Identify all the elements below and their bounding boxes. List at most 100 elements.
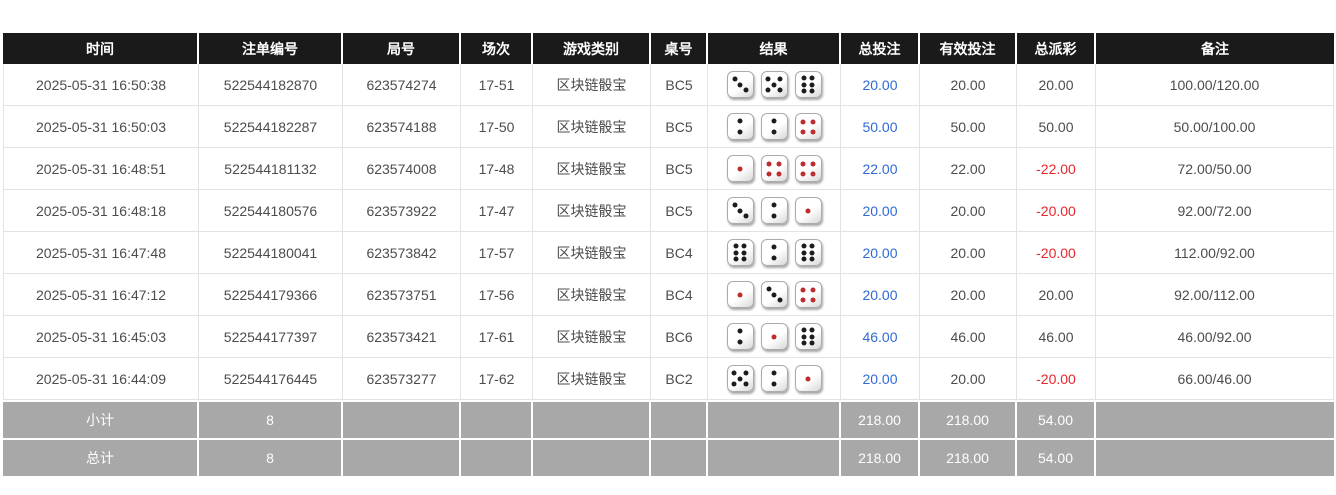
die-pip xyxy=(810,161,816,166)
cell-total-payout: 20.00 xyxy=(1017,64,1096,106)
dice-result xyxy=(708,274,840,315)
footer-valid-bet: 218.00 xyxy=(920,438,1017,476)
die-pip xyxy=(800,161,806,166)
cell-remark: 92.00/112.00 xyxy=(1096,274,1334,316)
die-pip xyxy=(731,370,737,376)
die-5-icon xyxy=(726,365,754,392)
cell-bet-no: 522544180041 xyxy=(199,232,343,274)
die-pip xyxy=(765,76,771,82)
footer-label: 总计 xyxy=(3,438,199,476)
die-pip xyxy=(771,118,777,124)
footer-empty xyxy=(343,400,461,438)
die-pip xyxy=(800,297,806,302)
die-pip xyxy=(801,334,807,339)
cell-result xyxy=(708,106,841,148)
cell-result xyxy=(708,232,841,274)
die-pip xyxy=(810,129,816,134)
cell-round-no: 623573277 xyxy=(343,358,461,400)
footer-empty xyxy=(651,400,708,438)
cell-bet-no: 522544182870 xyxy=(199,64,343,106)
cell-result xyxy=(708,190,841,232)
die-pip xyxy=(771,255,777,261)
cell-table-no: BC5 xyxy=(651,64,708,106)
die-pip xyxy=(733,243,739,249)
col-table-no: 桌号 xyxy=(651,33,708,64)
die-pip xyxy=(777,87,783,93)
die-pip xyxy=(809,256,815,262)
cell-total-bet: 20.00 xyxy=(841,274,920,316)
cell-game-type: 区块链骰宝 xyxy=(533,190,651,232)
die-pip xyxy=(801,256,807,262)
cell-total-payout: -20.00 xyxy=(1017,232,1096,274)
cell-total-bet: 20.00 xyxy=(841,190,920,232)
footer-empty xyxy=(533,438,651,476)
cell-table-no: BC4 xyxy=(651,274,708,316)
cell-game-type: 区块链骰宝 xyxy=(533,148,651,190)
cell-valid-bet: 22.00 xyxy=(920,148,1017,190)
cell-result xyxy=(708,274,841,316)
die-2-icon xyxy=(760,197,788,224)
die-6-icon xyxy=(726,239,754,266)
cell-game-type: 区块链骰宝 xyxy=(533,358,651,400)
cell-round-no: 623573421 xyxy=(343,316,461,358)
cell-time: 2025-05-31 16:45:03 xyxy=(3,316,199,358)
cell-bet-no: 522544180576 xyxy=(199,190,343,232)
die-pip xyxy=(741,256,747,262)
die-pip xyxy=(809,334,815,339)
die-1-icon xyxy=(726,281,754,308)
cell-game-type: 区块链骰宝 xyxy=(533,274,651,316)
die-5-icon xyxy=(760,71,788,98)
cell-session: 17-50 xyxy=(461,106,533,148)
cell-time: 2025-05-31 16:48:51 xyxy=(3,148,199,190)
footer-total-payout: 54.00 xyxy=(1017,400,1096,438)
cell-round-no: 623574274 xyxy=(343,64,461,106)
cell-round-no: 623573842 xyxy=(343,232,461,274)
die-pip xyxy=(776,161,782,166)
cell-session: 17-62 xyxy=(461,358,533,400)
col-round-no: 局号 xyxy=(343,33,461,64)
die-1-icon xyxy=(760,323,788,350)
footer-empty xyxy=(651,438,708,476)
cell-session: 17-47 xyxy=(461,190,533,232)
cell-remark: 46.00/92.00 xyxy=(1096,316,1334,358)
die-pip xyxy=(777,76,783,82)
die-pip xyxy=(771,82,777,87)
die-2-icon xyxy=(760,239,788,266)
die-6-icon xyxy=(794,239,822,266)
die-pip xyxy=(810,297,816,302)
die-pip xyxy=(810,171,816,176)
footer-empty xyxy=(533,400,651,438)
bet-record-table: 时间 注单编号 局号 场次 游戏类别 桌号 结果 总投注 有效投注 总派彩 备注… xyxy=(3,33,1334,476)
table-row: 2025-05-31 16:44:09 522544176445 6235732… xyxy=(3,358,1334,400)
die-pip xyxy=(801,88,807,94)
die-pip xyxy=(741,250,747,255)
cell-valid-bet: 20.00 xyxy=(920,190,1017,232)
cell-time: 2025-05-31 16:50:03 xyxy=(3,106,199,148)
cell-table-no: BC5 xyxy=(651,190,708,232)
die-pip xyxy=(737,208,743,213)
table-row: 2025-05-31 16:47:48 522544180041 6235738… xyxy=(3,232,1334,274)
cell-table-no: BC6 xyxy=(651,316,708,358)
die-pip xyxy=(771,213,777,219)
die-4-icon xyxy=(794,113,822,140)
cell-remark: 112.00/92.00 xyxy=(1096,232,1334,274)
die-pip xyxy=(765,87,771,93)
cell-bet-no: 522544181132 xyxy=(199,148,343,190)
die-pip xyxy=(737,129,743,135)
die-pip xyxy=(733,256,739,262)
die-pip xyxy=(766,286,771,292)
bet-record-table-wrap: 时间 注单编号 局号 场次 游戏类别 桌号 结果 总投注 有效投注 总派彩 备注… xyxy=(3,33,1334,476)
cell-remark: 72.00/50.00 xyxy=(1096,148,1334,190)
cell-game-type: 区块链骰宝 xyxy=(533,316,651,358)
die-2-icon xyxy=(760,365,788,392)
footer-empty xyxy=(708,400,841,438)
footer-total-payout: 54.00 xyxy=(1017,438,1096,476)
die-pip xyxy=(801,250,807,255)
cell-time: 2025-05-31 16:48:18 xyxy=(3,190,199,232)
die-pip xyxy=(737,82,743,87)
die-pip xyxy=(731,381,737,387)
col-time: 时间 xyxy=(3,33,199,64)
cell-table-no: BC5 xyxy=(651,106,708,148)
die-pip xyxy=(805,376,811,381)
table-footer: 小计 8 218.00 218.00 54.00 总计 8 218.00 218.00 54.00 xyxy=(3,400,1334,476)
